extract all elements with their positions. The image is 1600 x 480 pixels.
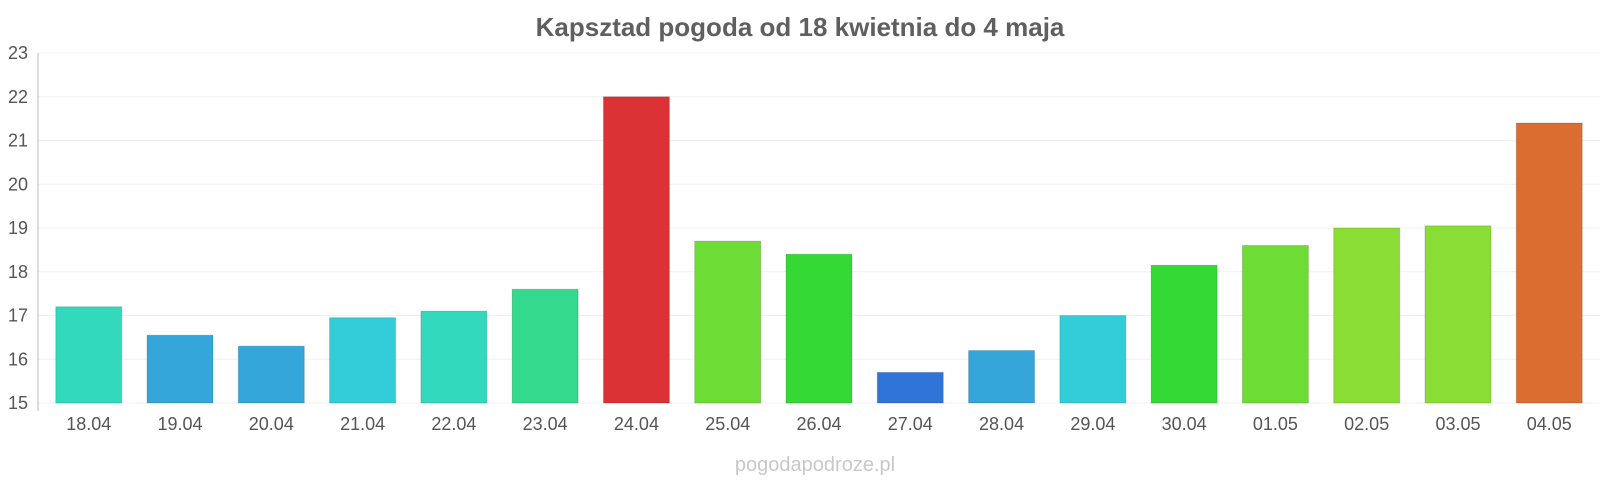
bar-20.04 bbox=[237, 345, 305, 404]
watermark: pogodapodroze.pl bbox=[735, 454, 895, 476]
x-tick-label: 03.05 bbox=[1435, 414, 1480, 434]
x-tick-label: 26.04 bbox=[796, 414, 841, 434]
x-tick-label: 23.04 bbox=[523, 414, 568, 434]
x-tick-label: 20.04 bbox=[249, 414, 294, 434]
bar-03.05 bbox=[1424, 225, 1492, 404]
bar-24.04 bbox=[602, 96, 670, 404]
y-tick-label: 17 bbox=[8, 306, 28, 326]
x-tick-label: 28.04 bbox=[979, 414, 1024, 434]
y-tick-label: 18 bbox=[8, 262, 28, 282]
bar-25.04 bbox=[694, 240, 762, 404]
x-tick-label: 24.04 bbox=[614, 414, 659, 434]
x-tick-label: 25.04 bbox=[705, 414, 750, 434]
bar-30.04 bbox=[1150, 264, 1218, 404]
y-tick-label: 23 bbox=[8, 43, 28, 63]
bar-27.04 bbox=[876, 371, 944, 404]
bar-19.04 bbox=[146, 334, 214, 404]
x-tick-label: 22.04 bbox=[431, 414, 476, 434]
y-tick-label: 21 bbox=[8, 131, 28, 151]
y-tick-label: 20 bbox=[8, 174, 28, 194]
x-tick-label: 18.04 bbox=[66, 414, 111, 434]
bar-04.05 bbox=[1515, 122, 1583, 404]
bar-28.04 bbox=[968, 350, 1036, 404]
bar-01.05 bbox=[1241, 245, 1309, 404]
x-tick-label: 21.04 bbox=[340, 414, 385, 434]
y-tick-label: 16 bbox=[8, 349, 28, 369]
x-tick-label: 30.04 bbox=[1162, 414, 1207, 434]
x-tick-label: 04.05 bbox=[1527, 414, 1572, 434]
y-axis: 15 16 17 18 19 20 21 22 23 bbox=[8, 43, 39, 413]
bar-22.04 bbox=[420, 310, 488, 404]
y-tick-label: 22 bbox=[8, 87, 28, 107]
bar-02.05 bbox=[1333, 227, 1401, 404]
bar-18.04 bbox=[55, 306, 123, 404]
x-tick-label: 01.05 bbox=[1253, 414, 1298, 434]
x-tick-label: 29.04 bbox=[1070, 414, 1115, 434]
x-tick-label: 19.04 bbox=[158, 414, 203, 434]
bar-26.04 bbox=[785, 253, 853, 404]
chart-title: Kapsztad pogoda od 18 kwietnia do 4 maja bbox=[536, 12, 1065, 42]
x-axis: 18.04 19.04 20.04 21.04 22.04 23.04 24.04 25.04… bbox=[66, 414, 1572, 434]
x-tick-label: 02.05 bbox=[1344, 414, 1389, 434]
bar-29.04 bbox=[1059, 315, 1127, 404]
y-tick-label: 19 bbox=[8, 218, 28, 238]
bar-23.04 bbox=[511, 288, 579, 404]
bar-21.04 bbox=[329, 317, 397, 404]
bars bbox=[55, 96, 1583, 404]
x-tick-label: 27.04 bbox=[888, 414, 933, 434]
y-tick-label: 15 bbox=[8, 393, 28, 413]
